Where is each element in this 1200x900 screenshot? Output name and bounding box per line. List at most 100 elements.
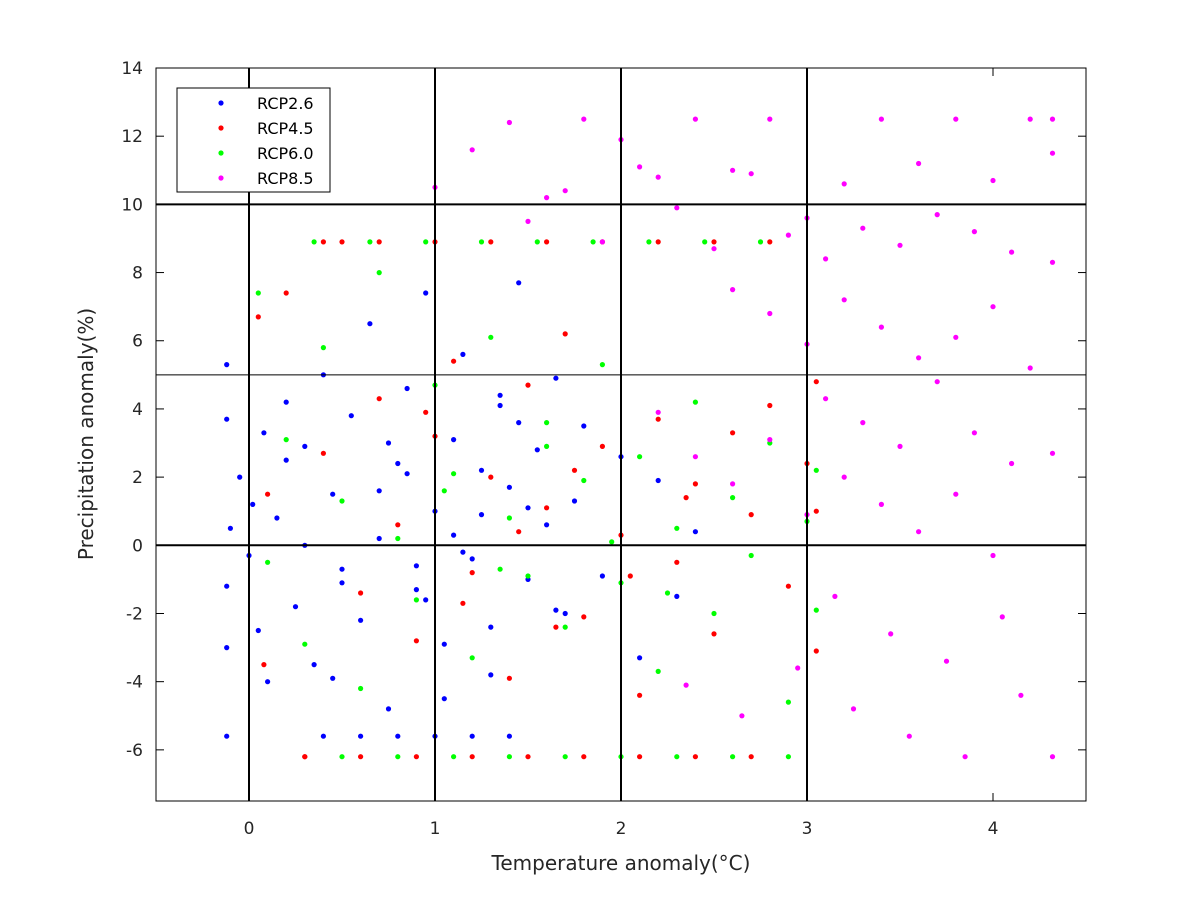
y-tick-label: 4 — [132, 400, 143, 420]
data-point — [358, 590, 364, 596]
data-point — [646, 239, 652, 245]
data-point — [376, 488, 382, 494]
data-point — [637, 692, 643, 698]
data-point — [506, 484, 512, 490]
data-point — [953, 334, 959, 340]
data-point — [943, 658, 950, 664]
data-point — [265, 491, 271, 497]
data-point — [711, 246, 717, 252]
data-point — [655, 174, 661, 180]
data-point — [990, 552, 996, 559]
data-point — [250, 501, 256, 507]
data-point — [478, 467, 485, 473]
data-point — [692, 454, 699, 460]
data-point — [311, 662, 317, 668]
data-point — [730, 167, 736, 173]
data-point — [711, 631, 717, 637]
data-point — [441, 696, 447, 702]
data-point — [841, 474, 847, 480]
data-point — [730, 481, 736, 487]
data-point — [320, 239, 326, 245]
data-point — [934, 379, 940, 385]
data-point — [878, 501, 885, 507]
legend-marker-rcp45 — [218, 125, 224, 131]
data-point — [339, 580, 345, 586]
legend-box — [176, 87, 331, 193]
data-point — [469, 147, 475, 153]
data-point — [283, 457, 289, 463]
data-point — [224, 645, 230, 651]
data-point — [655, 239, 661, 245]
data-point — [525, 573, 531, 579]
y-tick-label: 10 — [121, 195, 143, 215]
data-point — [599, 362, 606, 368]
data-point — [224, 733, 230, 739]
data-point — [441, 488, 447, 494]
data-point — [785, 232, 792, 238]
x-tick-label: 3 — [802, 819, 813, 839]
data-point — [823, 396, 829, 402]
data-point — [748, 552, 754, 559]
data-point — [544, 195, 550, 201]
data-point — [413, 587, 419, 593]
data-point — [730, 430, 736, 436]
series-rcp45 — [255, 239, 819, 760]
data-point — [237, 474, 243, 480]
data-point — [1049, 259, 1056, 265]
data-point — [320, 733, 326, 739]
data-point — [469, 556, 475, 562]
data-point — [813, 379, 819, 385]
y-axis-title: Precipitation anomaly(%) — [74, 308, 98, 560]
data-point — [376, 270, 382, 276]
data-point — [553, 624, 559, 630]
data-point — [562, 188, 568, 194]
data-point — [683, 495, 689, 501]
data-point — [544, 505, 550, 511]
data-point — [413, 754, 419, 760]
data-point — [544, 420, 550, 426]
data-point — [227, 525, 233, 531]
data-point — [962, 754, 968, 760]
data-point — [655, 409, 661, 415]
data-point — [376, 239, 382, 245]
data-point — [311, 239, 317, 245]
data-point — [367, 239, 373, 245]
data-point — [655, 416, 661, 422]
data-point — [813, 467, 819, 473]
x-tick-label: 0 — [244, 819, 255, 839]
data-point — [302, 754, 308, 760]
data-point — [451, 471, 457, 477]
data-point — [339, 754, 345, 760]
data-point — [562, 624, 568, 630]
data-point — [916, 529, 922, 535]
data-point — [497, 402, 503, 409]
data-point — [488, 334, 494, 340]
data-point — [451, 532, 457, 538]
data-point — [748, 171, 754, 177]
data-point — [767, 239, 773, 245]
data-point — [525, 218, 531, 224]
data-point — [460, 549, 466, 555]
data-point — [702, 239, 708, 245]
data-point — [860, 225, 866, 231]
data-point — [711, 610, 717, 617]
data-point — [302, 641, 308, 647]
y-tick-label: 2 — [132, 468, 143, 488]
x-tick-label: 2 — [616, 819, 627, 839]
data-point — [581, 423, 587, 429]
data-point — [562, 610, 568, 617]
legend: RCP2.6 RCP4.5 RCP6.0 RCP8.5 — [176, 87, 331, 193]
data-point — [525, 505, 531, 511]
data-point — [224, 583, 230, 589]
data-point — [730, 495, 736, 501]
data-point — [637, 754, 643, 760]
data-point — [330, 491, 336, 497]
data-point — [590, 239, 596, 245]
data-point — [934, 212, 940, 218]
data-point — [358, 617, 364, 623]
data-point — [813, 508, 819, 514]
data-point — [376, 535, 382, 542]
data-point — [1049, 754, 1056, 760]
legend-label-rcp45: RCP4.5 — [257, 119, 314, 138]
legend-label-rcp26: RCP2.6 — [257, 94, 314, 113]
